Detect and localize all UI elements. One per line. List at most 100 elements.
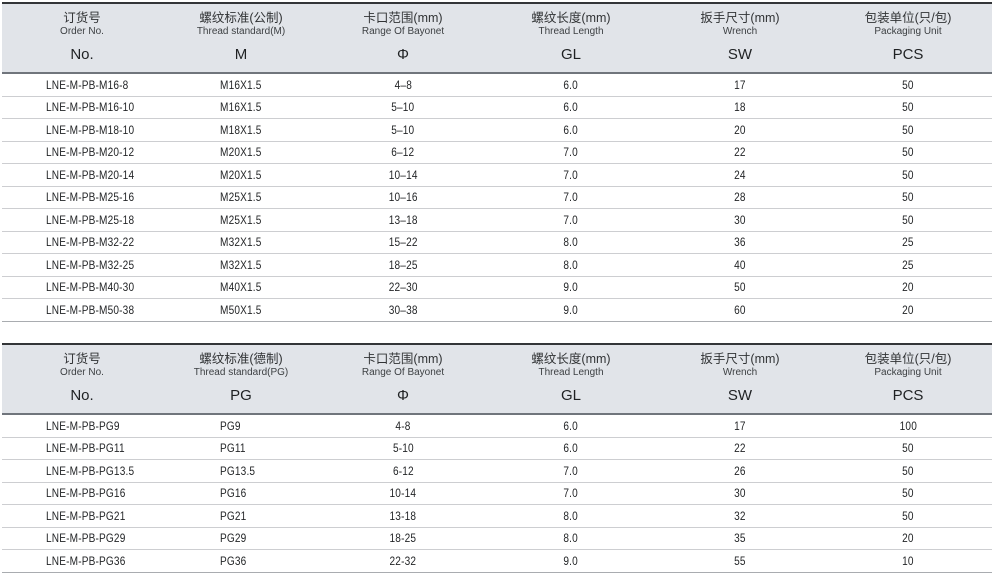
packaging-unit-value: 50	[902, 77, 914, 92]
packaging-unit-cell: 10	[824, 549, 992, 573]
packaging-unit-column-header: 包装单位(只/包) Packaging Unit PCS	[824, 3, 992, 74]
thread-length-value: 8.0	[563, 257, 579, 272]
packaging-unit-value: 50	[902, 486, 914, 501]
thread-standard-cell: M20X1.5	[162, 163, 320, 187]
wrench-size-value: 30	[734, 212, 746, 227]
bayonet-range-value: 4–8	[394, 77, 412, 92]
wrench-size-value: 18	[734, 100, 746, 115]
pg-header-row: 订货号 Order No. No. 螺纹标准(德制) Thread standard(P…	[2, 344, 992, 415]
bayonet-range-cell: 5–10	[320, 96, 486, 119]
bayonet-range-cell: 10-14	[320, 482, 486, 505]
pg-table-section: 订货号 Order No. No. 螺纹标准(德制) Thread standard(P…	[2, 343, 992, 573]
bayonet-range-cell: 30–38	[320, 298, 486, 322]
packaging-unit-cell: 50	[824, 504, 992, 528]
table-row: LNE-M-PB-M32-25 M32X1.5 18–25 8.0 40 25	[2, 253, 992, 277]
wrench-size-cell: 28	[656, 186, 824, 209]
table-row: LNE-M-PB-M20-14 M20X1.5 10–14 7.0 24 50	[2, 163, 992, 187]
thread-standard-value: PG29	[220, 531, 247, 546]
order-no-cell: LNE-M-PB-M20-12	[2, 141, 162, 164]
thread-length-value: 9.0	[563, 553, 579, 568]
thread-standard-cell: PG29	[162, 527, 320, 550]
thread-standard-title-symbol: M	[234, 46, 248, 63]
bayonet-range-title-en: Range Of Bayonet	[361, 26, 445, 37]
pg-table: 订货号 Order No. No. 螺纹标准(德制) Thread standard(P…	[2, 343, 992, 573]
wrench-size-value: 26	[734, 463, 746, 478]
bayonet-range-value: 5–10	[391, 122, 415, 137]
pg-table-body: LNE-M-PB-PG9 PG9 4-8 6.0 17 100 LNE-M-PB-PG11 P…	[2, 414, 992, 573]
thread-standard-cell: M18X1.5	[162, 118, 320, 142]
order-no-value: LNE-M-PB-M25-18	[46, 212, 135, 227]
thread-standard-cell: M25X1.5	[162, 186, 320, 209]
thread-standard-value: M18X1.5	[220, 122, 262, 137]
thread-length-title-symbol: GL	[560, 46, 581, 63]
thread-standard-title-symbol: PG	[230, 387, 252, 404]
wrench-size-cell: 35	[656, 527, 824, 550]
wrench-size-value: 20	[734, 122, 746, 137]
wrench-size-cell: 17	[656, 73, 824, 97]
wrench-size-cell: 17	[656, 414, 824, 438]
bayonet-range-cell: 15–22	[320, 231, 486, 254]
thread-standard-value: M20X1.5	[220, 167, 262, 182]
thread-standard-title-en: Thread standard(M)	[196, 26, 286, 37]
order-no-cell: LNE-M-PB-M50-38	[2, 298, 162, 322]
thread-standard-cell: PG13.5	[162, 459, 320, 483]
table-row: LNE-M-PB-PG16 PG16 10-14 7.0 30 50	[2, 482, 992, 505]
bayonet-range-value: 18–25	[388, 257, 418, 272]
packaging-unit-title-symbol: PCS	[892, 387, 924, 404]
packaging-unit-title-en: Packaging Unit	[874, 367, 942, 378]
bayonet-range-value: 15–22	[388, 235, 418, 250]
wrench-size-title-en: Wrench	[722, 26, 758, 37]
wrench-size-title-zh: 扳手尺寸(mm)	[700, 352, 780, 366]
thread-standard-cell: M50X1.5	[162, 298, 320, 322]
bayonet-range-cell: 22–30	[320, 276, 486, 299]
thread-length-value: 9.0	[563, 302, 579, 317]
thread-standard-value: PG36	[220, 553, 247, 568]
thread-length-value: 6.0	[563, 441, 579, 456]
wrench-size-value: 30	[734, 486, 746, 501]
thread-length-cell: 7.0	[486, 208, 656, 232]
thread-standard-value: PG21	[220, 508, 247, 523]
bayonet-range-cell: 13–18	[320, 208, 486, 232]
order-no-value: LNE-M-PB-M25-16	[46, 190, 135, 205]
thread-length-value: 8.0	[563, 235, 579, 250]
packaging-unit-cell: 25	[824, 231, 992, 254]
thread-length-cell: 7.0	[486, 163, 656, 187]
order-no-value: LNE-M-PB-M20-12	[46, 145, 135, 160]
wrench-size-cell: 50	[656, 276, 824, 299]
wrench-size-value: 17	[734, 418, 746, 433]
thread-standard-cell: PG9	[162, 414, 320, 438]
wrench-size-cell: 22	[656, 437, 824, 460]
wrench-size-value: 55	[734, 553, 746, 568]
table-row: LNE-M-PB-M32-22 M32X1.5 15–22 8.0 36 25	[2, 231, 992, 254]
thread-length-cell: 8.0	[486, 504, 656, 528]
table-row: LNE-M-PB-M16-8 M16X1.5 4–8 6.0 17 50	[2, 73, 992, 97]
bayonet-range-title-en: Range Of Bayonet	[361, 367, 445, 378]
wrench-size-column-header: 扳手尺寸(mm) Wrench SW	[656, 344, 824, 415]
thread-standard-cell: PG36	[162, 549, 320, 573]
thread-length-cell: 9.0	[486, 549, 656, 573]
thread-standard-title-en: Thread standard(PG)	[193, 367, 289, 378]
bayonet-range-value: 30–38	[388, 302, 418, 317]
packaging-unit-column-header: 包装单位(只/包) Packaging Unit PCS	[824, 344, 992, 415]
bayonet-range-value: 13–18	[388, 212, 418, 227]
order-no-value: LNE-M-PB-M40-30	[46, 280, 135, 295]
order-no-cell: LNE-M-PB-M16-10	[2, 96, 162, 119]
table-row: LNE-M-PB-M18-10 M18X1.5 5–10 6.0 20 50	[2, 118, 992, 142]
table-row: LNE-M-PB-PG21 PG21 13-18 8.0 32 50	[2, 504, 992, 528]
thread-length-cell: 6.0	[486, 96, 656, 119]
order-no-value: LNE-M-PB-PG11	[46, 441, 125, 456]
packaging-unit-cell: 50	[824, 163, 992, 187]
thread-length-cell: 7.0	[486, 186, 656, 209]
order-no-title-en: Order No.	[60, 367, 104, 378]
wrench-size-cell: 24	[656, 163, 824, 187]
wrench-size-cell: 30	[656, 482, 824, 505]
order-no-value: LNE-M-PB-M32-22	[46, 235, 135, 250]
table-row: LNE-M-PB-PG11 PG11 5-10 6.0 22 50	[2, 437, 992, 460]
order-no-cell: LNE-M-PB-M25-16	[2, 186, 162, 209]
bayonet-range-title-symbol: Φ	[397, 387, 409, 404]
packaging-unit-value: 50	[902, 167, 914, 182]
thread-length-cell: 8.0	[486, 231, 656, 254]
thread-standard-value: M25X1.5	[220, 190, 262, 205]
wrench-size-title-symbol: SW	[727, 387, 753, 404]
thread-standard-title-zh: 螺纹标准(公制)	[199, 11, 283, 25]
